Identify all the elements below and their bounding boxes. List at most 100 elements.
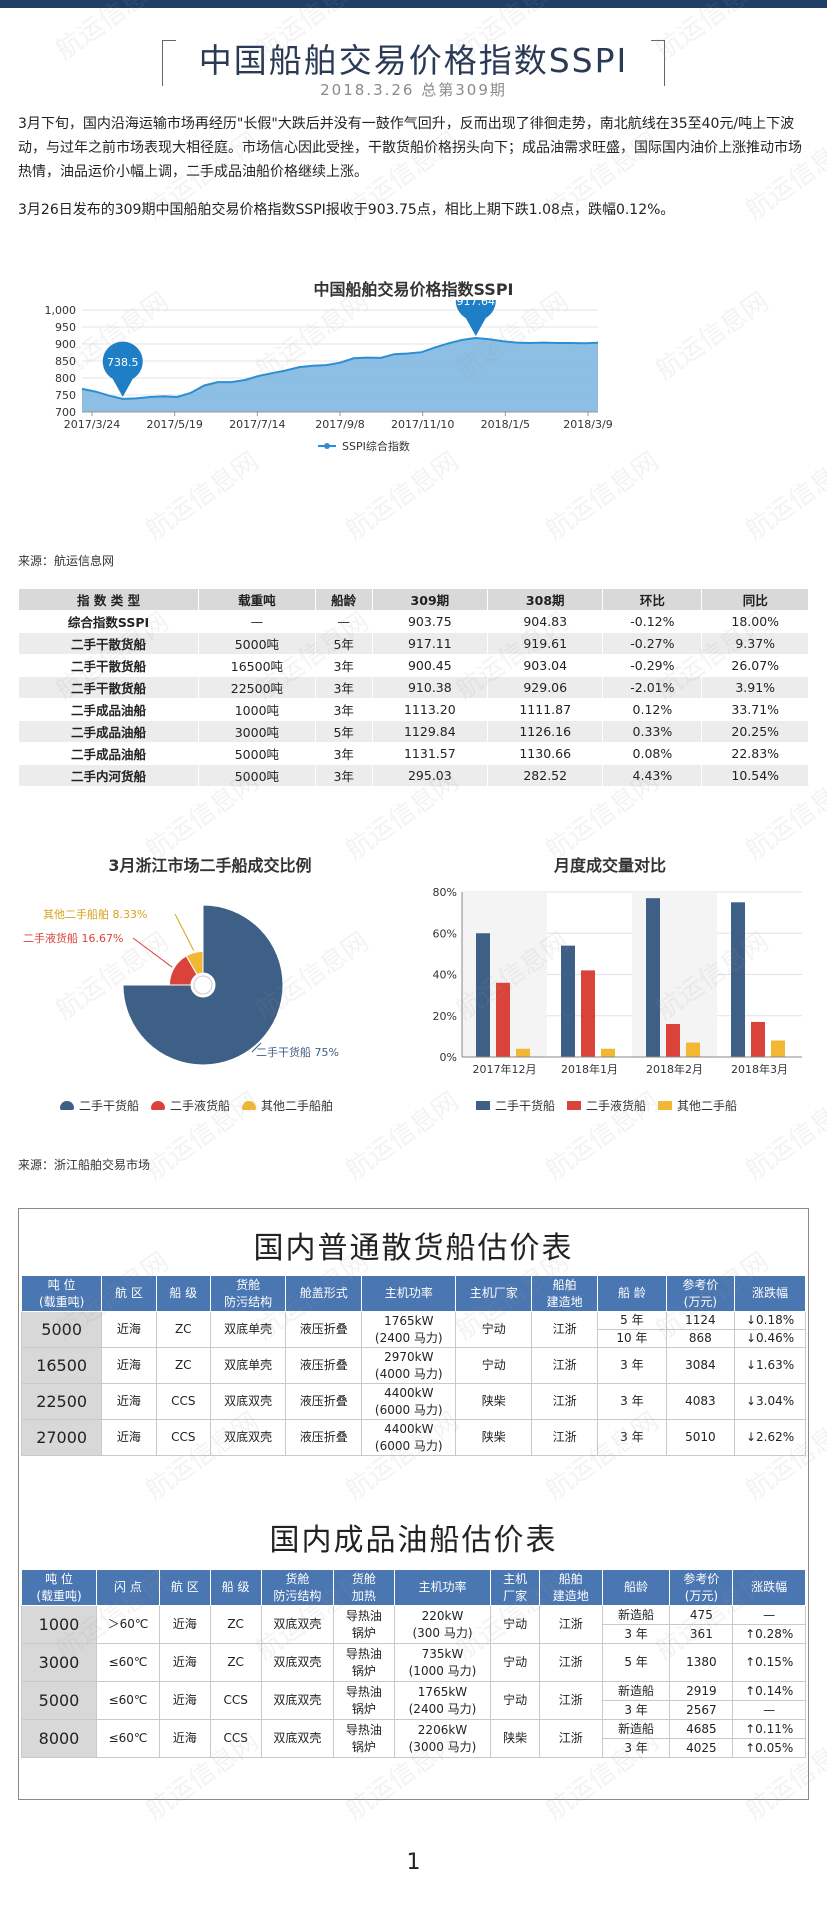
deal-ratio-pie: 二手干货船 75% 二手液货船 16.67% 其他二手船舶 8.33% [23, 904, 339, 1066]
index-value-cell: 282.52 [487, 764, 604, 787]
index-table-header: 308期 [487, 588, 604, 611]
flash-point-cell: ≤60℃ [96, 1643, 160, 1682]
bulk-header-cell: 涨跌幅 [734, 1275, 806, 1312]
power-cell: 1765kW (2400 马力) [361, 1311, 457, 1348]
hold-cell: 双底双壳 [209, 1383, 287, 1420]
bar [516, 1048, 530, 1057]
index-value-cell: 5年 [314, 632, 373, 655]
index-table-row: 二手干散货船 5000吨 5年 917.11 919.61 -0.27% 9.37% [17, 632, 809, 655]
x-tick-label: 2018/3/9 [563, 418, 612, 431]
tanker-table-row: 3 年 2567— [22, 1700, 806, 1720]
area-cell: 近海 [101, 1347, 157, 1384]
x-tick-label: 2018/1/5 [481, 418, 530, 431]
bulk-table-row: 22500 近海 CCS 双底双壳 液压折叠 4400kW (6000 马力) 陕柴 江浙 3 年… [20, 1383, 806, 1420]
age-cell: 新造船 [601, 1605, 671, 1625]
index-type-cell: 二手内河货船 [17, 764, 200, 787]
built-cell: 江浙 [538, 1605, 603, 1644]
index-value-cell: 904.83 [487, 610, 604, 633]
legend-swatch [60, 1101, 74, 1110]
bar-y-tick-label: 20% [433, 1010, 457, 1023]
y-tick-label: 750 [55, 389, 76, 402]
class-cell: CCS [155, 1383, 211, 1420]
maker-cell: 宁动 [490, 1681, 540, 1720]
pie-leader [251, 1042, 262, 1053]
bar-legend-item: 二手干货船 [476, 1097, 555, 1114]
bar [601, 1048, 615, 1057]
tanker-price-table: 吨 位 (载重吨) 闪 点航 区船 级货舱 防污结构 货舱 加热 主机功率 主机 厂家 船舶 建造地… [21, 1569, 806, 1758]
legend-label: 二手液货船 [586, 1099, 647, 1113]
tanker-header-cell: 吨 位 (载重吨) [21, 1569, 97, 1606]
tanker-header-cell: 航 区 [158, 1569, 211, 1606]
index-type-cell: 二手干散货船 [17, 632, 200, 655]
line-chart-source: 来源：航运信息网 [18, 554, 115, 568]
index-table-row: 二手成品油船 3000吨 5年 1129.84 1126.16 0.33% 20.25% [17, 720, 809, 743]
power-cell: 4400kW (6000 马力) [361, 1419, 457, 1456]
tanker-header-cell: 闪 点 [96, 1569, 160, 1606]
legend-swatch [151, 1101, 166, 1110]
price-cell: 4083 [665, 1383, 736, 1420]
bar [496, 982, 510, 1057]
index-type-cell: 二手干散货船 [17, 654, 200, 677]
min-marker-pin [102, 341, 143, 397]
bulk-header-cell: 舱盖形式 [285, 1275, 363, 1312]
legend-label: 二手干货船 [495, 1099, 556, 1113]
bar-x-tick-label: 2017年12月 [473, 1062, 537, 1076]
change-cell: ↑0.28% [732, 1624, 806, 1644]
bar-y-tick-label: 60% [433, 927, 457, 940]
index-value-cell: 3年 [314, 698, 373, 721]
bar-y-tick-label: 80% [433, 886, 457, 899]
bar [581, 970, 595, 1057]
index-table-header: 环比 [602, 588, 703, 611]
bulk-header-cell: 货舱 防污结构 [209, 1275, 287, 1312]
index-value-cell: 3年 [314, 742, 373, 765]
x-tick-label: 2017/11/10 [391, 418, 454, 431]
tanker-table-row: 1000 ＞60℃ 近海 ZC 双底双壳 导热油 锅炉 220kW (300 马力) 宁动 江浙 新造… [21, 1605, 806, 1644]
index-value-cell: 5000吨 [198, 632, 316, 655]
index-value-cell: 929.06 [487, 676, 604, 699]
index-table-header: 船龄 [314, 588, 373, 611]
pie-legend-item: 二手干货船 [60, 1097, 139, 1114]
price-cell: 5010 [665, 1419, 736, 1456]
hold-cell: 双底双壳 [260, 1643, 335, 1682]
pie-leader [132, 937, 173, 968]
index-value-cell: 1113.20 [371, 698, 489, 721]
bar [561, 945, 575, 1057]
monthly-volume-bar-chart: 80% 60% 40% 20% 0% 2017年12月 2018年1月 2018年2月 2018… [433, 886, 802, 1076]
sspi-line [81, 336, 599, 400]
y-tick-label: 1,000 [45, 304, 77, 317]
change-cell: ↑0.11% [732, 1719, 806, 1739]
bar [476, 933, 490, 1057]
power-cell: 4400kW (6000 马力) [361, 1383, 457, 1420]
index-value-cell: 4.43% [602, 764, 703, 787]
index-table-header: 载重吨 [198, 588, 316, 611]
heating-cell: 导热油 锅炉 [333, 1605, 395, 1644]
tanker-header-cell: 参考价 (万元) [669, 1569, 734, 1606]
index-type-cell: 二手成品油船 [17, 720, 200, 743]
min-marker: 738.5 [102, 341, 143, 397]
index-value-cell: 910.38 [371, 676, 489, 699]
bar [686, 1042, 700, 1057]
bar-y-tick-label: 0% [440, 1051, 457, 1064]
index-value-cell: 1000吨 [198, 698, 316, 721]
price-cell: 1380 [669, 1643, 734, 1682]
hatch-cell: 液压折叠 [285, 1419, 363, 1456]
x-tick-label: 2017/9/8 [315, 418, 364, 431]
change-cell: ↓0.46% [734, 1329, 806, 1348]
y-tick-label: 950 [55, 321, 76, 334]
area-cell: 近海 [101, 1419, 157, 1456]
bulk-header-cell: 航 区 [101, 1275, 157, 1312]
index-value-cell: -0.27% [602, 632, 703, 655]
hold-cell: 双底单壳 [209, 1347, 287, 1384]
index-value-cell: 1131.57 [371, 742, 489, 765]
y-tick-label: 800 [55, 372, 76, 385]
price-cell: 2919 [669, 1681, 734, 1701]
hold-cell: 双底单壳 [209, 1311, 287, 1348]
change-cell: — [732, 1605, 806, 1625]
tanker-header-cell: 主机 厂家 [490, 1569, 540, 1606]
built-cell: 江浙 [538, 1643, 603, 1682]
area-cell: 近海 [158, 1719, 211, 1758]
flash-point-cell: ≤60℃ [96, 1719, 160, 1758]
watermark-text: 航运信息网 [741, 1087, 827, 1186]
index-value-cell: 903.04 [487, 654, 604, 677]
